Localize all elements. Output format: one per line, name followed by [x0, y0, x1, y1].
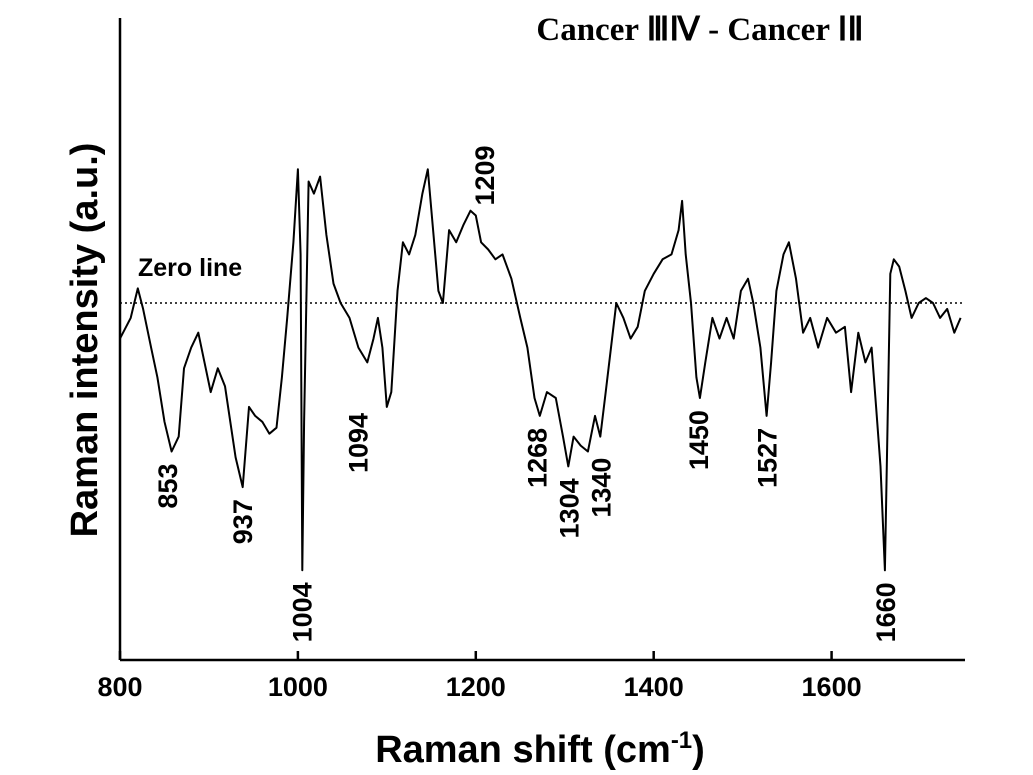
- y-axis-title-group: Raman intensity (a.u.): [64, 143, 106, 538]
- peak-label-1660: 1660: [871, 582, 901, 642]
- peak-label-1304: 1304: [554, 478, 584, 538]
- x-tick-label: 1200: [446, 672, 506, 702]
- peak-label-1268: 1268: [522, 428, 552, 488]
- y-axis-title: Raman intensity (a.u.): [64, 143, 106, 538]
- x-tick-label: 1400: [624, 672, 684, 702]
- x-axis-title-superscript: -1: [671, 727, 692, 754]
- peak-label-1209: 1209: [470, 145, 500, 205]
- x-tick-label: 1000: [268, 672, 328, 702]
- difference-spectrum-line: [119, 168, 962, 572]
- x-axis-title-close: ): [692, 729, 705, 771]
- peak-label-853: 853: [153, 464, 183, 509]
- peak-label-1450: 1450: [684, 410, 714, 470]
- x-axis-title: Raman shift (cm-1): [375, 727, 705, 771]
- chart-title: Cancer ⅢⅣ - Cancer ⅠⅡ: [536, 12, 863, 48]
- zero-line-label: Zero line: [138, 254, 242, 282]
- peak-label-1094: 1094: [344, 413, 374, 473]
- peak-label-937: 937: [228, 499, 258, 544]
- peak-label-1340: 1340: [586, 458, 616, 518]
- x-axis-ticks: 800 1000 1200 1400 1600: [97, 651, 862, 702]
- peak-label-1004: 1004: [287, 582, 317, 642]
- x-tick-label: 1600: [802, 672, 862, 702]
- x-tick-label: 800: [97, 672, 142, 702]
- x-axis-title-main: Raman shift (cm: [375, 729, 671, 771]
- peak-label-1527: 1527: [753, 428, 783, 488]
